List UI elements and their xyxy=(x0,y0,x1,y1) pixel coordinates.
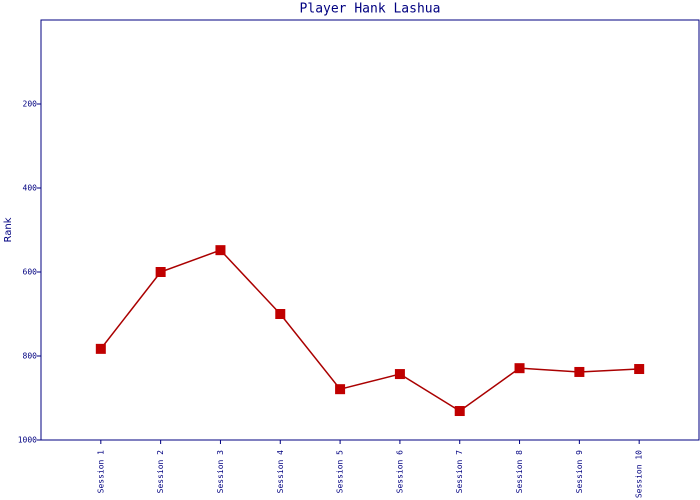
y-tick-label: 800 xyxy=(23,352,38,361)
point-marker xyxy=(574,366,585,377)
point-marker xyxy=(454,406,465,417)
x-tick-label: Session 2 xyxy=(156,450,165,494)
x-tick-label: Session 6 xyxy=(395,450,404,494)
point-marker xyxy=(514,363,525,374)
point-marker xyxy=(634,364,645,375)
point-marker xyxy=(215,245,226,256)
chart-title: Player Hank Lashua xyxy=(300,2,441,17)
y-tick-label: 400 xyxy=(23,184,38,193)
x-tick-label: Session 4 xyxy=(276,450,285,494)
point-marker xyxy=(155,267,166,277)
point-marker xyxy=(275,309,286,319)
y-axis-label: Rank xyxy=(3,217,14,242)
y-tick-label: 200 xyxy=(23,100,38,109)
series-line xyxy=(100,249,640,412)
x-tick-label: Session 8 xyxy=(515,450,524,494)
point-marker xyxy=(335,384,346,395)
x-tick-label: Session 10 xyxy=(635,450,644,498)
y-tick-label: 1000 xyxy=(18,436,37,445)
x-tick-label: Session 9 xyxy=(575,450,584,494)
point-marker xyxy=(394,369,405,380)
x-tick-label: Session 3 xyxy=(216,450,225,494)
x-tick-label: Session 1 xyxy=(96,450,105,494)
point-marker xyxy=(95,343,106,354)
x-tick-label: Session 5 xyxy=(336,450,345,494)
y-tick-label: 600 xyxy=(23,268,38,277)
x-tick-label: Session 7 xyxy=(455,450,464,494)
plot-frame xyxy=(40,19,700,441)
